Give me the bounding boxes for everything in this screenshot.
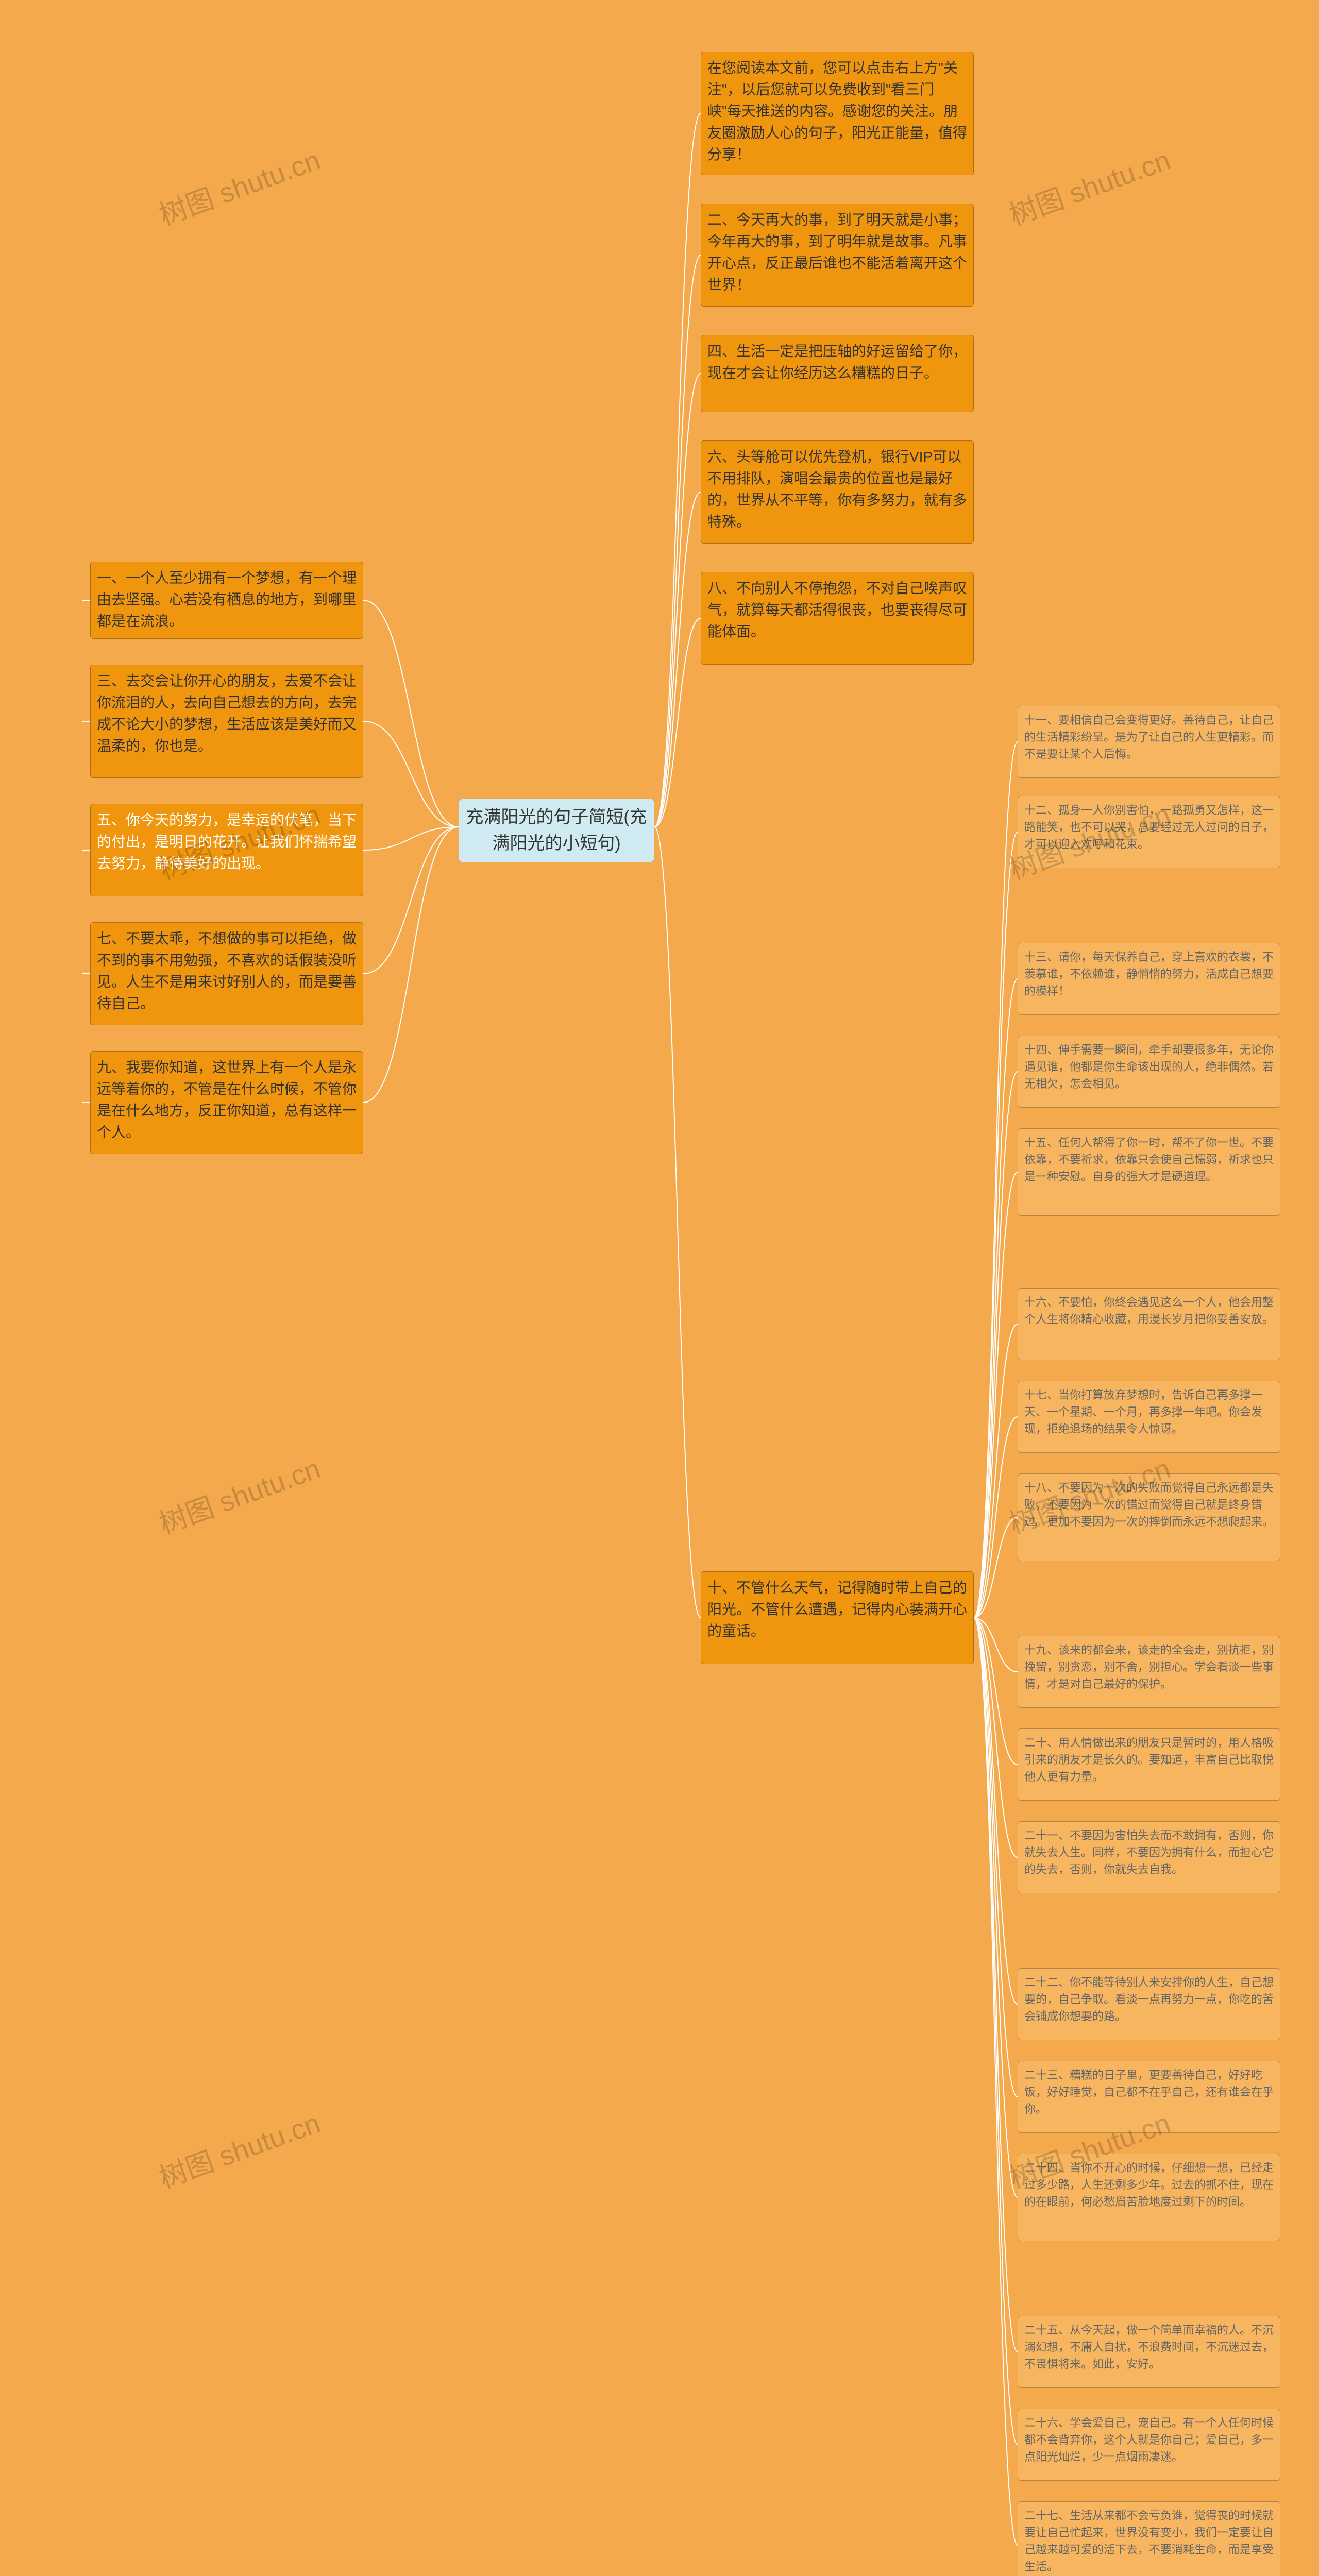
right-node-0: 在您阅读本文前，您可以点击右上方"关注"，以后您就可以免费收到"看三门峡"每天推… bbox=[701, 52, 974, 175]
child-node-5-12: 二十三、糟糕的日子里，更要善待自己，好好吃饭，好好睡觉，自己都不在乎自己，还有谁… bbox=[1018, 2061, 1280, 2133]
child-node-5-15: 二十六、学会爱自己，宠自己。有一个人任何时候都不会背弃你，这个人就是你自己；爱自… bbox=[1018, 2409, 1280, 2481]
right-node-2: 四、生活一定是把压轴的好运留给了你，现在才会让你经历这么糟糕的日子。 bbox=[701, 335, 974, 412]
right-node-4: 八、不向别人不停抱怨，不对自己唉声叹气，就算每天都活得很丧，也要丧得尽可能体面。 bbox=[701, 572, 974, 665]
child-node-5-10: 二十一、不要因为害怕失去而不敢拥有，否则，你就失去人生。同样，不要因为拥有什么，… bbox=[1018, 1821, 1280, 1893]
root-node: 充满阳光的句子简短(充满阳光的小短句) bbox=[459, 799, 654, 862]
watermark: 树图 shutu.cn bbox=[153, 137, 325, 233]
child-node-5-0: 十一、要相信自己会变得更好。善待自己，让自己的生活精彩纷呈。是为了让自己的人生更… bbox=[1018, 706, 1280, 778]
watermark: 树图 shutu.cn bbox=[153, 2100, 325, 2196]
child-node-5-8: 十九、该来的都会来，该走的全会走，别抗拒，别挽留，别贪恋，别不舍，别担心。学会看… bbox=[1018, 1636, 1280, 1708]
child-node-5-4: 十五、任何人帮得了你一时，帮不了你一世。不要依靠，不要祈求，依靠只会使自己懦弱，… bbox=[1018, 1128, 1280, 1216]
left-node-2: 五、你今天的努力，是幸运的伏笔，当下的付出，是明日的花开。让我们怀揣希望去努力，… bbox=[90, 804, 363, 896]
child-node-5-3: 十四、伸手需要一瞬间，牵手却要很多年，无论你遇见谁，他都是你生命该出现的人，绝非… bbox=[1018, 1036, 1280, 1108]
child-node-5-7: 十八、不要因为一次的失败而觉得自己永远都是失败，不要因为一次的错过而觉得自己就是… bbox=[1018, 1473, 1280, 1561]
watermark: 树图 shutu.cn bbox=[1003, 137, 1175, 233]
child-node-5-9: 二十、用人情做出来的朋友只是暂时的，用人格吸引来的朋友才是长久的。要知道，丰富自… bbox=[1018, 1728, 1280, 1801]
right-node-3: 六、头等舱可以优先登机，银行VIP可以不用排队，演唱会最贵的位置也是最好的，世界… bbox=[701, 440, 974, 544]
left-node-3: 七、不要太乖，不想做的事可以拒绝，做不到的事不用勉强，不喜欢的话假装没听见。人生… bbox=[90, 922, 363, 1025]
child-node-5-5: 十六、不要怕，你终会遇见这么一个人，他会用整个人生将你精心收藏，用漫长岁月把你妥… bbox=[1018, 1288, 1280, 1360]
child-node-5-14: 二十五、从今天起，做一个简单而幸福的人。不沉溺幻想，不庸人自扰，不浪费时间，不沉… bbox=[1018, 2316, 1280, 2388]
mindmap-canvas: 充满阳光的句子简短(充满阳光的小短句) 一、一个人至少拥有一个梦想，有一个理由去坚… bbox=[0, 0, 1319, 2576]
child-node-5-16: 二十七、生活从来都不会亏负谁，觉得丧的时候就要让自己忙起来，世界没有变小，我们一… bbox=[1018, 2501, 1280, 2576]
right-node-5: 十、不管什么天气，记得随时带上自己的阳光。不管什么遭遇，记得内心装满开心的童话。 bbox=[701, 1571, 974, 1664]
watermark: 树图 shutu.cn bbox=[153, 1446, 325, 1541]
left-node-0: 一、一个人至少拥有一个梦想，有一个理由去坚强。心若没有栖息的地方，到哪里都是在流… bbox=[90, 562, 363, 639]
child-node-5-6: 十七、当你打算放弃梦想时，告诉自己再多撑一天、一个星期、一个月，再多撑一年吧。你… bbox=[1018, 1381, 1280, 1453]
child-node-5-2: 十三、请你，每天保养自己，穿上喜欢的衣裳，不羡慕谁，不依赖谁，静悄悄的努力，活成… bbox=[1018, 943, 1280, 1015]
child-node-5-11: 二十二、你不能等待别人来安排你的人生，自己想要的，自己争取。看淡一点再努力一点，… bbox=[1018, 1968, 1280, 2040]
right-node-1: 二、今天再大的事，到了明天就是小事；今年再大的事，到了明年就是故事。凡事开心点，… bbox=[701, 204, 974, 307]
left-node-1: 三、去交会让你开心的朋友，去爱不会让你流泪的人，去向自己想去的方向，去完成不论大… bbox=[90, 665, 363, 778]
child-node-5-1: 十二、孤身一人你别害怕，一路孤勇又怎样，这一路能笑，也不可以哭，总要经过无人过问… bbox=[1018, 796, 1280, 868]
left-node-4: 九、我要你知道，这世界上有一个人是永远等着你的，不管是在什么时候，不管你是在什么… bbox=[90, 1051, 363, 1154]
child-node-5-13: 二十四、当你不开心的时候，仔细想一想，已经走过多少路，人生还剩多少年。过去的抓不… bbox=[1018, 2154, 1280, 2241]
